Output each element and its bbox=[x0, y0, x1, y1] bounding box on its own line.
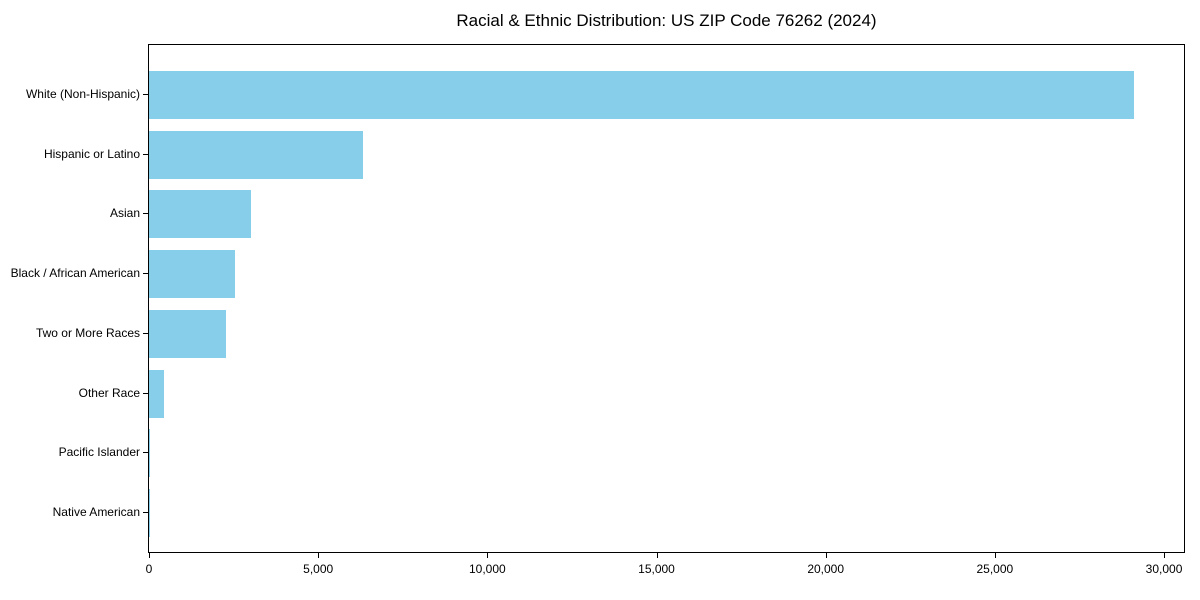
bar-two-or-more-races bbox=[149, 309, 226, 358]
bar-other-race bbox=[149, 369, 164, 418]
y-tick-mark bbox=[143, 392, 148, 394]
y-tick-mark bbox=[143, 273, 148, 275]
x-tick-label: 0 bbox=[145, 562, 153, 576]
bar-asian bbox=[149, 190, 251, 239]
y-axis-label: Black / African American bbox=[10, 266, 140, 281]
bar-black-african-american bbox=[149, 250, 235, 299]
x-tick-label: 20,000 bbox=[807, 562, 845, 576]
y-axis-label: Pacific Islander bbox=[58, 445, 140, 460]
x-tick-mark bbox=[487, 553, 489, 558]
x-tick-mark bbox=[1164, 553, 1166, 558]
bar-pacific-islander bbox=[149, 429, 150, 478]
y-tick-mark bbox=[143, 94, 148, 95]
bar-hispanic-or-latino bbox=[149, 130, 363, 179]
x-tick-label: 30,000 bbox=[1145, 562, 1183, 576]
y-tick-mark bbox=[143, 511, 148, 513]
y-axis-label: White (Non-Hispanic) bbox=[25, 87, 140, 101]
x-tick-label: 15,000 bbox=[638, 562, 675, 576]
chart-title: Racial & Ethnic Distribution: US ZIP Cod… bbox=[456, 11, 877, 30]
y-tick-mark bbox=[143, 332, 148, 334]
x-tick-label: 10,000 bbox=[468, 562, 506, 576]
x-tick-mark bbox=[994, 553, 996, 558]
x-tick-mark bbox=[318, 553, 320, 558]
y-axis-label: Other Race bbox=[78, 385, 140, 400]
y-tick-mark bbox=[143, 153, 148, 155]
x-tick-mark bbox=[149, 553, 150, 558]
plot-area bbox=[148, 44, 1185, 553]
y-tick-mark bbox=[143, 452, 148, 454]
bar-white-non-hispanic bbox=[149, 71, 1134, 119]
y-axis-label: Two or More Races bbox=[35, 325, 140, 340]
x-tick-label: 25,000 bbox=[976, 562, 1014, 576]
y-axis-label: Asian bbox=[109, 206, 140, 221]
y-axis-label: Hispanic or Latino bbox=[43, 146, 140, 161]
y-axis-label: Native American bbox=[52, 504, 140, 519]
x-tick-label: 5,000 bbox=[303, 562, 334, 576]
x-tick-mark bbox=[656, 553, 658, 558]
y-tick-mark bbox=[143, 213, 148, 215]
x-tick-mark bbox=[825, 553, 827, 558]
